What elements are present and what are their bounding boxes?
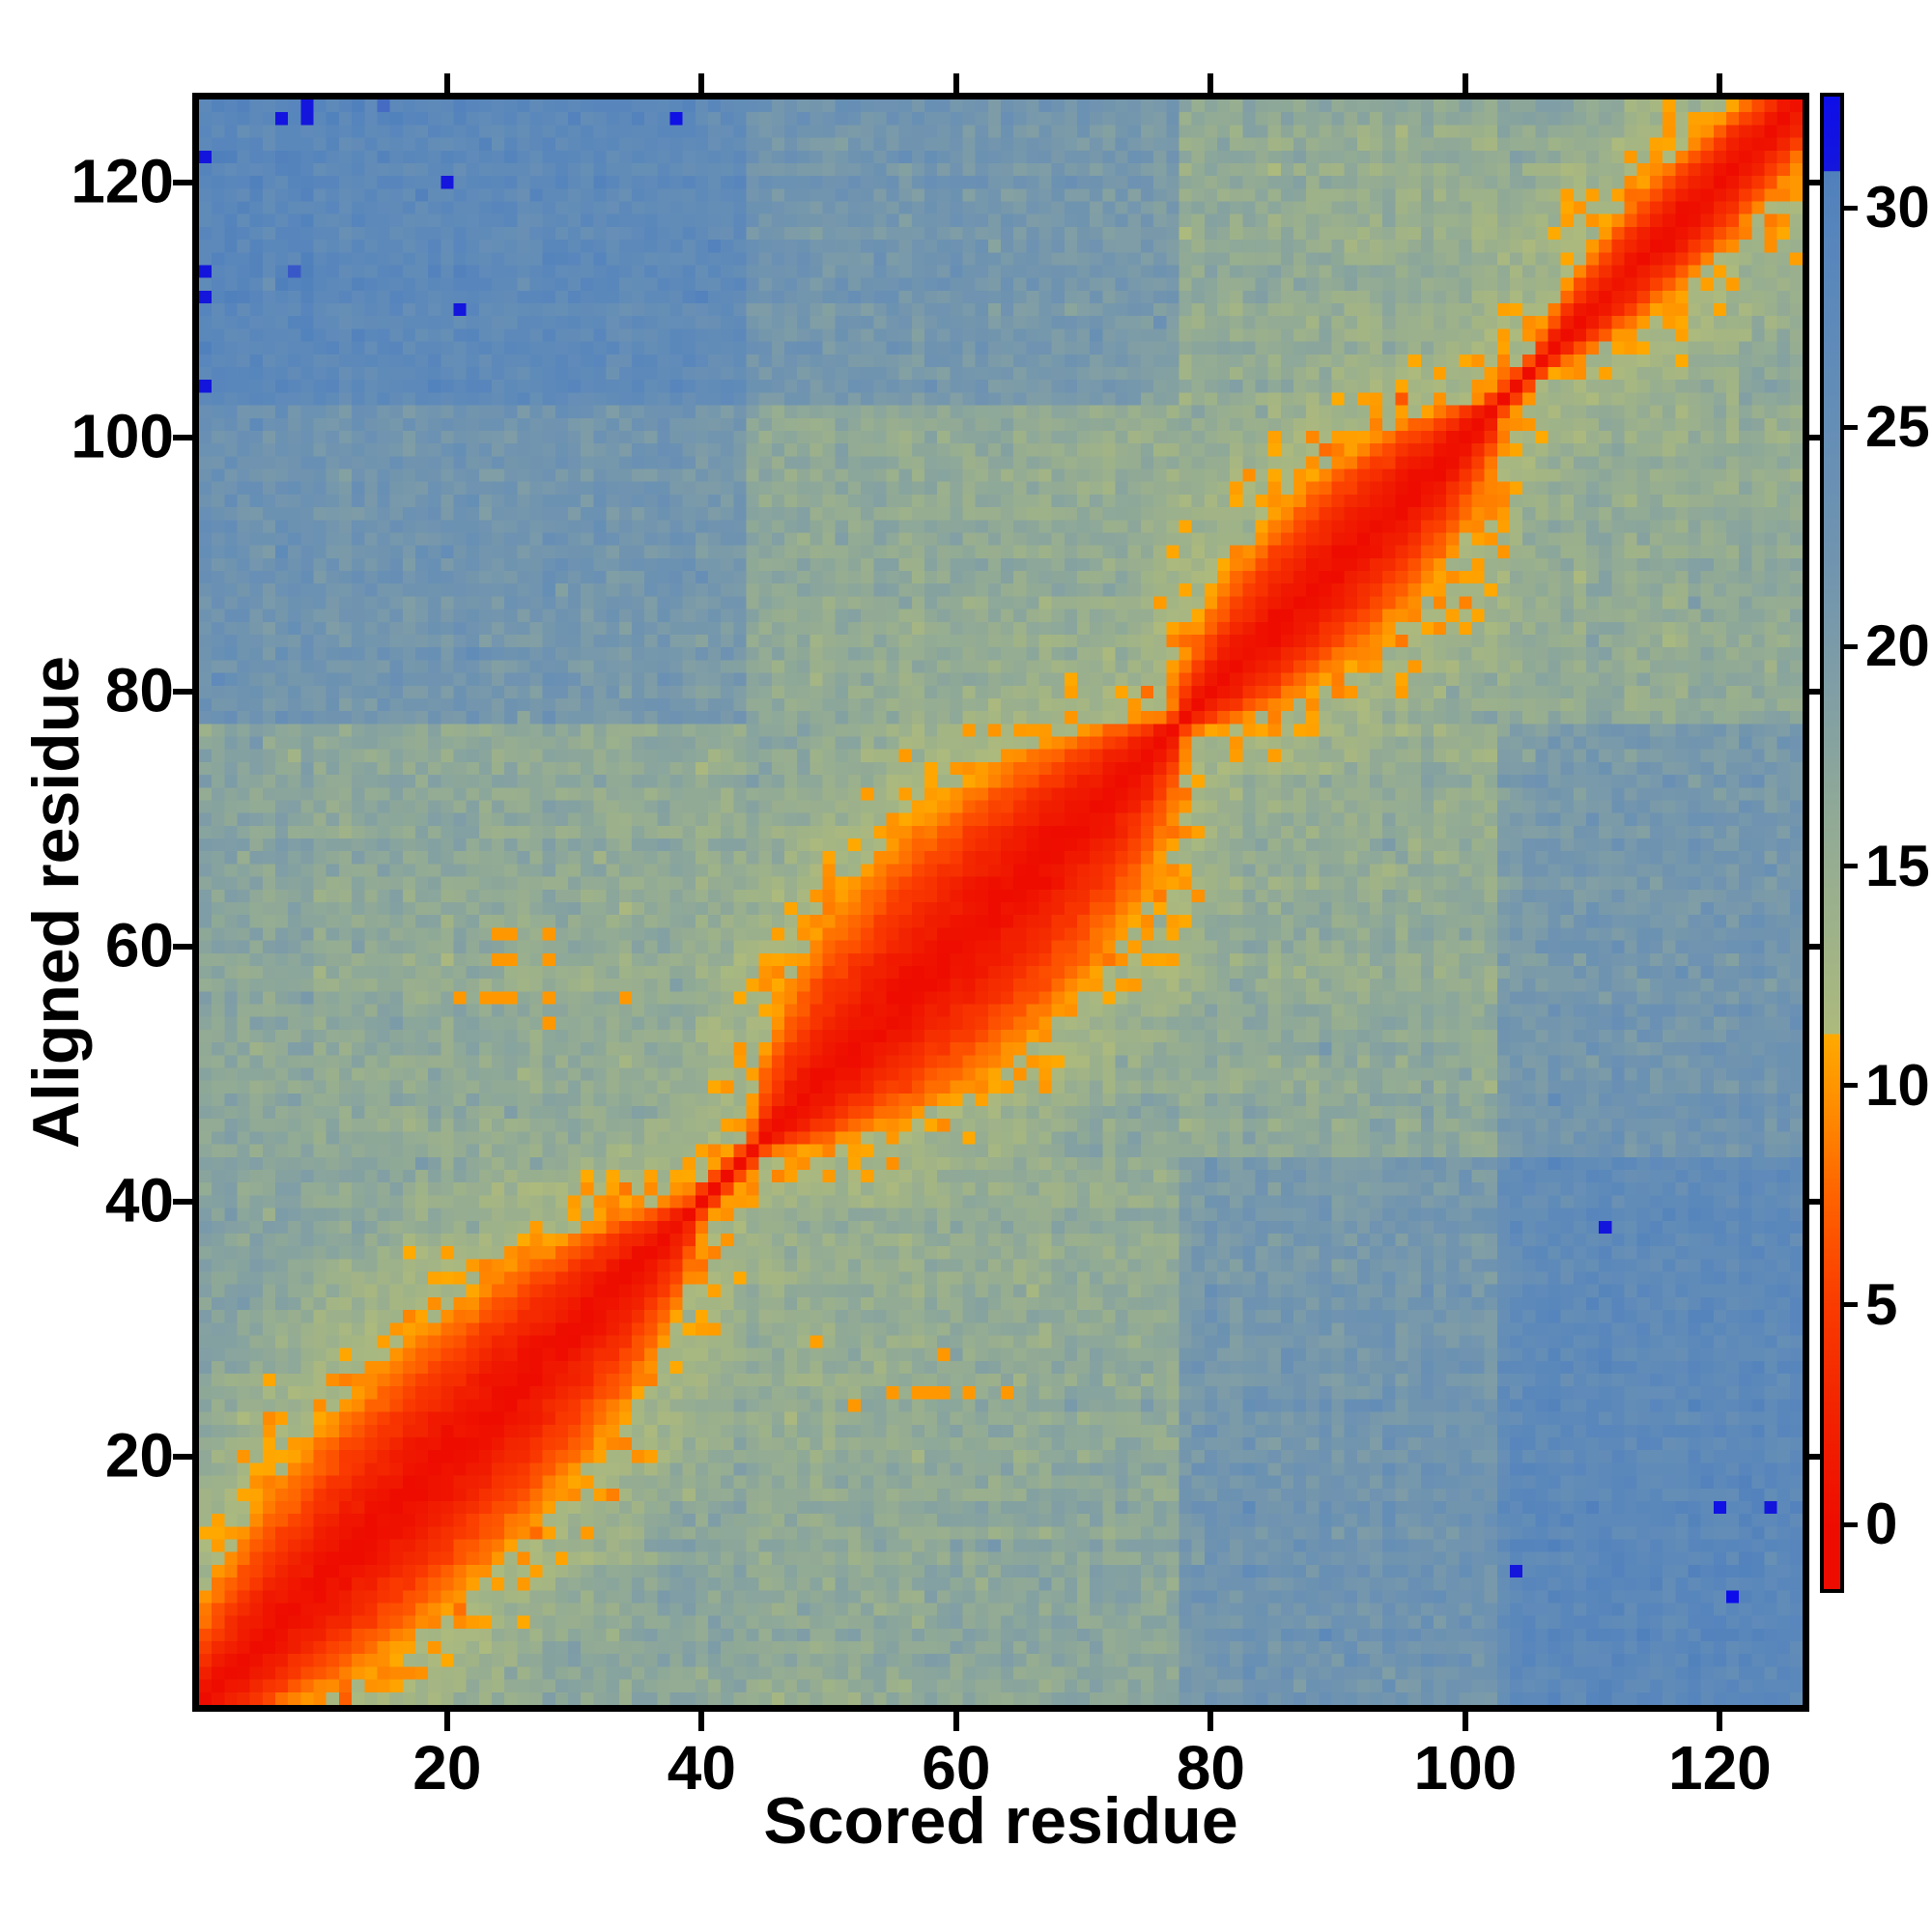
y-axis-title: Aligned residue [19, 655, 93, 1150]
y-tick-label: 120 [71, 146, 174, 216]
x-tick-label: 20 [412, 1733, 482, 1803]
colorbar-tick-label: 30 [1865, 175, 1930, 241]
colorbar-tick [1844, 424, 1858, 430]
x-tick [1717, 1712, 1723, 1731]
x-tick-label: 80 [1176, 1733, 1245, 1803]
colorbar-tick-label: 20 [1865, 613, 1930, 679]
x-tick-top [1208, 73, 1214, 93]
x-tick [1462, 1712, 1468, 1731]
colorbar-tick [1844, 1302, 1858, 1308]
y-tick-label: 20 [104, 1420, 174, 1491]
x-tick-label: 60 [922, 1733, 991, 1803]
y-tick [173, 689, 192, 696]
y-tick [173, 1453, 192, 1460]
y-tick [173, 179, 192, 185]
y-tick-label: 40 [104, 1165, 174, 1236]
y-tick-right [1809, 944, 1829, 951]
y-tick-right [1809, 1198, 1829, 1205]
y-tick [173, 944, 192, 951]
colorbar-tick [1844, 864, 1858, 869]
x-tick [952, 1712, 959, 1731]
colorbar-tick-label: 15 [1865, 833, 1930, 898]
y-tick [173, 1198, 192, 1205]
y-tick-label: 60 [104, 910, 174, 980]
colorbar-tick [1844, 1521, 1858, 1527]
colorbar-tick-label: 10 [1865, 1052, 1930, 1118]
y-tick [173, 434, 192, 440]
x-tick-label: 120 [1667, 1733, 1772, 1803]
x-tick-top [698, 73, 705, 93]
x-tick-top [1462, 73, 1468, 93]
x-tick-label: 100 [1413, 1733, 1518, 1803]
colorbar-tick [1844, 1083, 1858, 1089]
colorbar-tick [1844, 205, 1858, 211]
colorbar [1820, 93, 1844, 1593]
x-axis-title: Scored residue [763, 1784, 1238, 1858]
x-tick-label: 40 [667, 1733, 736, 1803]
y-tick-right [1809, 689, 1829, 696]
y-tick-right [1809, 179, 1829, 185]
colorbar-tick-label: 5 [1865, 1271, 1898, 1337]
x-tick-top [952, 73, 959, 93]
y-tick-right [1809, 1453, 1829, 1460]
heatmap-canvas [199, 99, 1803, 1705]
colorbar-tick-label: 25 [1865, 394, 1930, 460]
colorbar-gradient [1824, 97, 1840, 1589]
x-tick [443, 1712, 450, 1731]
y-tick-right [1809, 434, 1829, 440]
x-tick-top [443, 73, 450, 93]
y-tick-label: 100 [71, 401, 174, 471]
colorbar-tick-label: 0 [1865, 1492, 1898, 1556]
x-tick [1208, 1712, 1214, 1731]
colorbar-tick [1844, 643, 1858, 649]
x-tick [698, 1712, 705, 1731]
x-tick-top [1717, 73, 1723, 93]
y-tick-label: 80 [104, 656, 174, 726]
